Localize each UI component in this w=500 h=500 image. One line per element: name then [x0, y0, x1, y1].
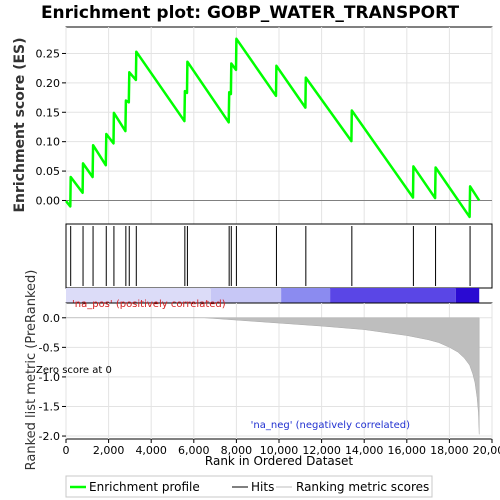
metric-y-tick-label: 0.0 [43, 312, 61, 325]
band-segment [455, 288, 480, 303]
legend-hits-label: Hits [251, 480, 274, 494]
x-tick-label: 8,000 [221, 444, 253, 457]
band-segment [281, 288, 331, 303]
metric-y-tick-label: -2.0 [39, 430, 60, 443]
x-tick-label: 10,000 [260, 444, 299, 457]
x-tick-label: 20,000 [473, 444, 500, 457]
chart-title: Enrichment plot: GOBP_WATER_TRANSPORT [41, 3, 460, 23]
es-y-tick-label: 0.20 [36, 77, 61, 90]
es-y-tick-label: 0.10 [36, 136, 61, 149]
x-axis-ticks: 0 2,000 4,000 6,000 8,000 10,000 12,000 14,000 1… [63, 439, 500, 457]
zero-cross-label: Zero score at 0 [36, 365, 112, 376]
x-tick-label: 16,000 [388, 444, 427, 457]
x-axis-label: Rank in Ordered Dataset [205, 454, 353, 468]
metric-y-axis-label: Ranked list metric (PreRanked) [24, 270, 39, 471]
es-y-tick-label: 0.00 [36, 194, 61, 207]
x-tick-label: 4,000 [135, 444, 167, 457]
hits-panel [65, 223, 493, 289]
metric-y-ticks: 0.0 -0.5 -1.0 -1.5 -2.0 [39, 312, 66, 443]
legend-metric-label: Ranking metric scores [296, 480, 429, 494]
hit-lines [70, 226, 471, 286]
legend-profile-label: Enrichment profile [89, 480, 200, 494]
legend: Enrichment profile Hits Ranking metric s… [65, 475, 433, 498]
es-y-ticks: 0.00 0.05 0.10 0.15 0.20 0.25 [36, 47, 66, 207]
es-y-axis-label: Enrichment score (ES) [12, 37, 28, 212]
x-tick-label: 6,000 [178, 444, 210, 457]
band-segment [66, 288, 211, 303]
band-segment [210, 288, 282, 303]
metric-y-tick-label: -0.5 [39, 341, 60, 354]
ranking-metric-area [66, 317, 480, 435]
metric-y-tick-label: -1.0 [39, 371, 60, 384]
es-y-tick-label: 0.05 [36, 165, 61, 178]
enrichment-profile-line [65, 37, 481, 219]
neg-label: 'na_neg' (negatively correlated) [251, 420, 410, 431]
es-y-tick-label: 0.25 [36, 47, 61, 60]
band-segment [330, 288, 456, 303]
pos-label: 'na_pos' (positively correlated) [72, 299, 226, 310]
ranking-color-band [66, 288, 480, 303]
metric-y-tick-label: -1.5 [39, 400, 60, 413]
es-panel: 0.00 0.05 0.10 0.15 0.20 0.25 [36, 26, 493, 225]
metric-panel: 0.0 -0.5 -1.0 -1.5 -2.0 'na_pos' (positively… [36, 299, 493, 443]
x-tick-label: 12,000 [302, 444, 341, 457]
es-y-tick-label: 0.15 [36, 106, 61, 119]
x-tick-label: 14,000 [345, 444, 384, 457]
legend-box [65, 475, 433, 498]
x-tick-label: 0 [63, 444, 70, 457]
x-tick-label: 18,000 [430, 444, 469, 457]
x-tick-label: 2,000 [93, 444, 125, 457]
hits-panel-frame [65, 223, 493, 289]
